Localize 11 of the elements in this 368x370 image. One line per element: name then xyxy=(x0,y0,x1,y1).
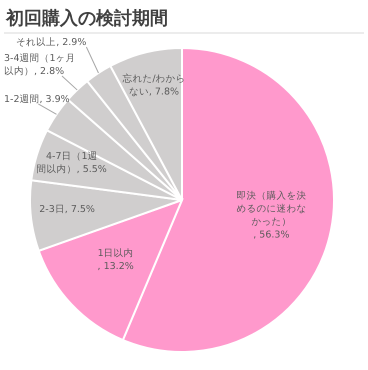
slice-label: 2-3日, 7.5% xyxy=(39,204,95,216)
slice-label: 忘れた/わからない, 7.8% xyxy=(122,72,186,98)
slice-label: 3-4週間（1ヶ月以内）, 2.8% xyxy=(4,53,76,77)
data-label: , 13.2% xyxy=(98,261,134,272)
slice-label: 4-7日（1週間以内）, 5.5% xyxy=(36,150,107,175)
chart-title: 初回購入の検討期間 xyxy=(5,8,168,29)
data-label: , 56.3% xyxy=(253,230,290,241)
slice-label: それ以上, 2.9% xyxy=(16,36,86,48)
slice-label: 1-2週間, 3.9% xyxy=(4,94,70,105)
slice-label: 即決（購入を決めるのに迷わなかった） xyxy=(236,190,306,228)
slice-label: 1日以内 xyxy=(98,247,134,260)
